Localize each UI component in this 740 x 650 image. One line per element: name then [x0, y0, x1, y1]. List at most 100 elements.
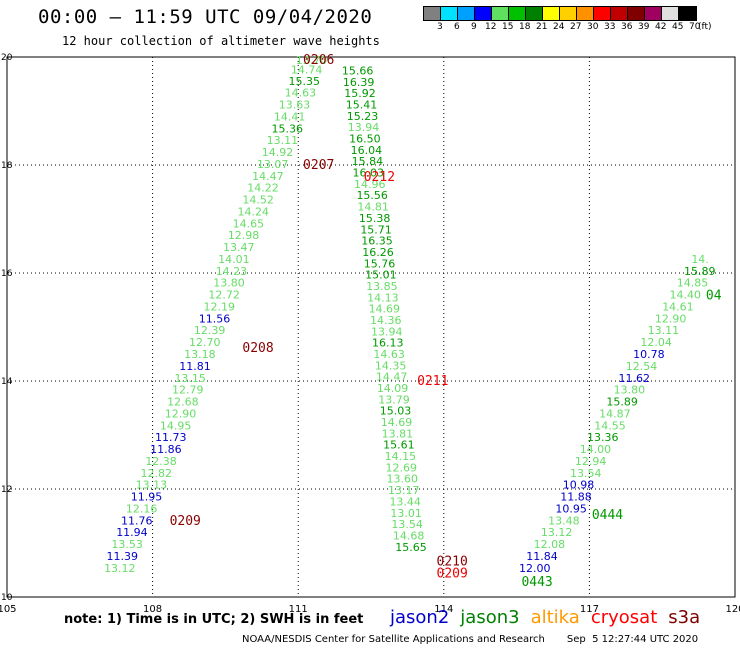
- wave-height-point: 15.92: [344, 87, 376, 100]
- wave-height-point: 12.79: [172, 384, 204, 397]
- axis-ticks: 105 108 111 114 117 120 10 12 14 16 18 20: [0, 53, 740, 615]
- pass-label: 0206: [303, 53, 334, 68]
- wave-height-point: 11.62: [619, 372, 651, 385]
- chart-title: 00:00 – 11:59 UTC 09/04/2020: [38, 6, 373, 28]
- wave-height-point: 14.87: [599, 407, 631, 420]
- pass-label: 0209: [437, 567, 468, 582]
- x-tick-label: 117: [580, 604, 599, 615]
- x-tick-label: 120: [725, 604, 740, 615]
- legend-label: 12: [485, 22, 497, 32]
- wave-height-point: 14.92: [262, 146, 294, 159]
- wave-height-point: 14.15: [385, 450, 417, 463]
- wave-height-point: 14.36: [370, 314, 402, 327]
- legend-label: 21: [536, 22, 548, 32]
- wave-height-point: 14.61: [662, 300, 694, 313]
- wave-height-color-legend: 3 6 9 12 15 18 21 24 27 30 33 36 39 42 45 70 (ft): [423, 6, 712, 35]
- legend-swatch: [492, 7, 509, 20]
- wave-height-point: 11.76: [121, 514, 153, 527]
- wave-height-point: 12.68: [167, 396, 199, 409]
- pass-labels: 0206020702120208021102090210020904430444…: [170, 53, 722, 590]
- wave-height-point: 10.95: [555, 502, 587, 515]
- legend-swatch: [679, 7, 696, 20]
- wave-height-point: 14.52: [242, 194, 273, 207]
- wave-height-point: 13.54: [391, 518, 423, 531]
- satellite-legend-jason3: jason3: [460, 607, 520, 628]
- satellite-legend-cryosat: cryosat: [590, 607, 658, 628]
- legend-label: 3: [437, 22, 443, 32]
- wave-height-point: 14.13: [367, 291, 399, 304]
- wave-height-point: 11.94: [116, 526, 148, 539]
- wave-height-points: 13.7014.7415.3514.6313.6314.4115.3613.11…: [104, 54, 715, 575]
- y-tick-label: 20: [1, 53, 13, 63]
- wave-height-point: 12.19: [204, 300, 236, 313]
- legend-swatch: [594, 7, 611, 20]
- wave-height-point: 11.86: [150, 443, 182, 456]
- wave-height-point: 10.78: [633, 348, 665, 361]
- wave-height-point: 12.90: [165, 407, 197, 420]
- color-scale-labels: 3 6 9 12 15 18 21 24 27 30 33 36 39 42 45 70 (ft): [423, 21, 712, 35]
- wave-height-point: 15.01: [365, 269, 397, 282]
- wave-height-point: 13.79: [378, 393, 410, 406]
- wave-height-point: 13.60: [387, 473, 419, 486]
- legend-swatch: [662, 7, 679, 20]
- wave-height-point: 11.84: [526, 550, 558, 563]
- y-tick-label: 14: [1, 377, 13, 387]
- legend-swatch: [458, 7, 475, 20]
- satellite-legend-s3a: s3a: [668, 607, 701, 628]
- y-tick-label: 10: [1, 593, 13, 603]
- wave-height-point: 11.56: [199, 312, 231, 325]
- wave-height-point: 14.74: [291, 63, 323, 76]
- wave-height-point: 15.38: [359, 212, 391, 225]
- wave-height-point: 14.22: [247, 182, 278, 195]
- wave-height-point: 13.94: [371, 325, 403, 338]
- wave-height-point: 13.12: [541, 526, 573, 539]
- wave-height-point: 13.15: [174, 372, 206, 385]
- wave-height-point: 15.61: [383, 439, 415, 452]
- pass-label: 0207: [303, 158, 334, 173]
- legend-label: 27: [570, 22, 582, 32]
- wave-height-point: 12.82: [140, 467, 172, 480]
- wave-height-point: 14.81: [357, 201, 389, 214]
- legend-swatch: [424, 7, 441, 20]
- wave-height-point: 13.17: [388, 484, 420, 497]
- wave-height-point: 14.: [691, 253, 709, 266]
- legend-swatch: [509, 7, 526, 20]
- wave-height-point: 13.07: [257, 158, 289, 171]
- wave-height-point: 16.50: [349, 133, 381, 146]
- chart-note: note: 1) Time is in UTC; 2) SWH is in fe…: [64, 612, 364, 627]
- wave-height-point: 13.63: [279, 99, 311, 112]
- wave-height-point: 15.35: [288, 75, 320, 88]
- wave-height-point: 14.40: [669, 289, 701, 302]
- wave-height-point: 13.47: [223, 241, 255, 254]
- wave-height-point: 13.85: [366, 280, 398, 293]
- wave-height-point: 13.11: [267, 134, 299, 147]
- wave-height-point: 11.95: [131, 491, 163, 504]
- legend-label: 42: [655, 22, 667, 32]
- legend-swatch: [475, 7, 492, 20]
- wave-height-point: 15.76: [364, 257, 396, 270]
- wave-height-point: 13.13: [136, 479, 168, 492]
- y-tick-label: 18: [1, 161, 13, 171]
- pass-label: 0210: [437, 554, 468, 569]
- wave-height-point: 12.04: [640, 336, 672, 349]
- legend-swatch: [441, 7, 458, 20]
- satellite-legend-jason2: jason2: [390, 607, 450, 628]
- wave-height-point: 10.98: [563, 479, 595, 492]
- x-tick-label: 111: [289, 604, 308, 615]
- wave-height-point: 12.54: [626, 360, 658, 373]
- pass-label: 0208: [242, 341, 273, 356]
- legend-swatch: [560, 7, 577, 20]
- wave-height-point: 14.47: [252, 170, 283, 183]
- x-tick-label: 114: [434, 604, 453, 615]
- wave-height-point: 13.36: [587, 431, 619, 444]
- wave-height-point: 16.35: [361, 235, 393, 248]
- legend-swatch: [645, 7, 662, 20]
- wave-height-point: 15.41: [346, 99, 378, 112]
- footer-credit: NOAA/NESDIS Center for Satellite Applica…: [242, 634, 545, 645]
- wave-height-point: 13.70: [296, 54, 328, 67]
- wave-height-point: 14.96: [354, 178, 386, 191]
- legend-label: 33: [604, 22, 616, 32]
- wave-height-point: 12.00: [519, 562, 551, 575]
- wave-height-point: 14.68: [393, 529, 425, 542]
